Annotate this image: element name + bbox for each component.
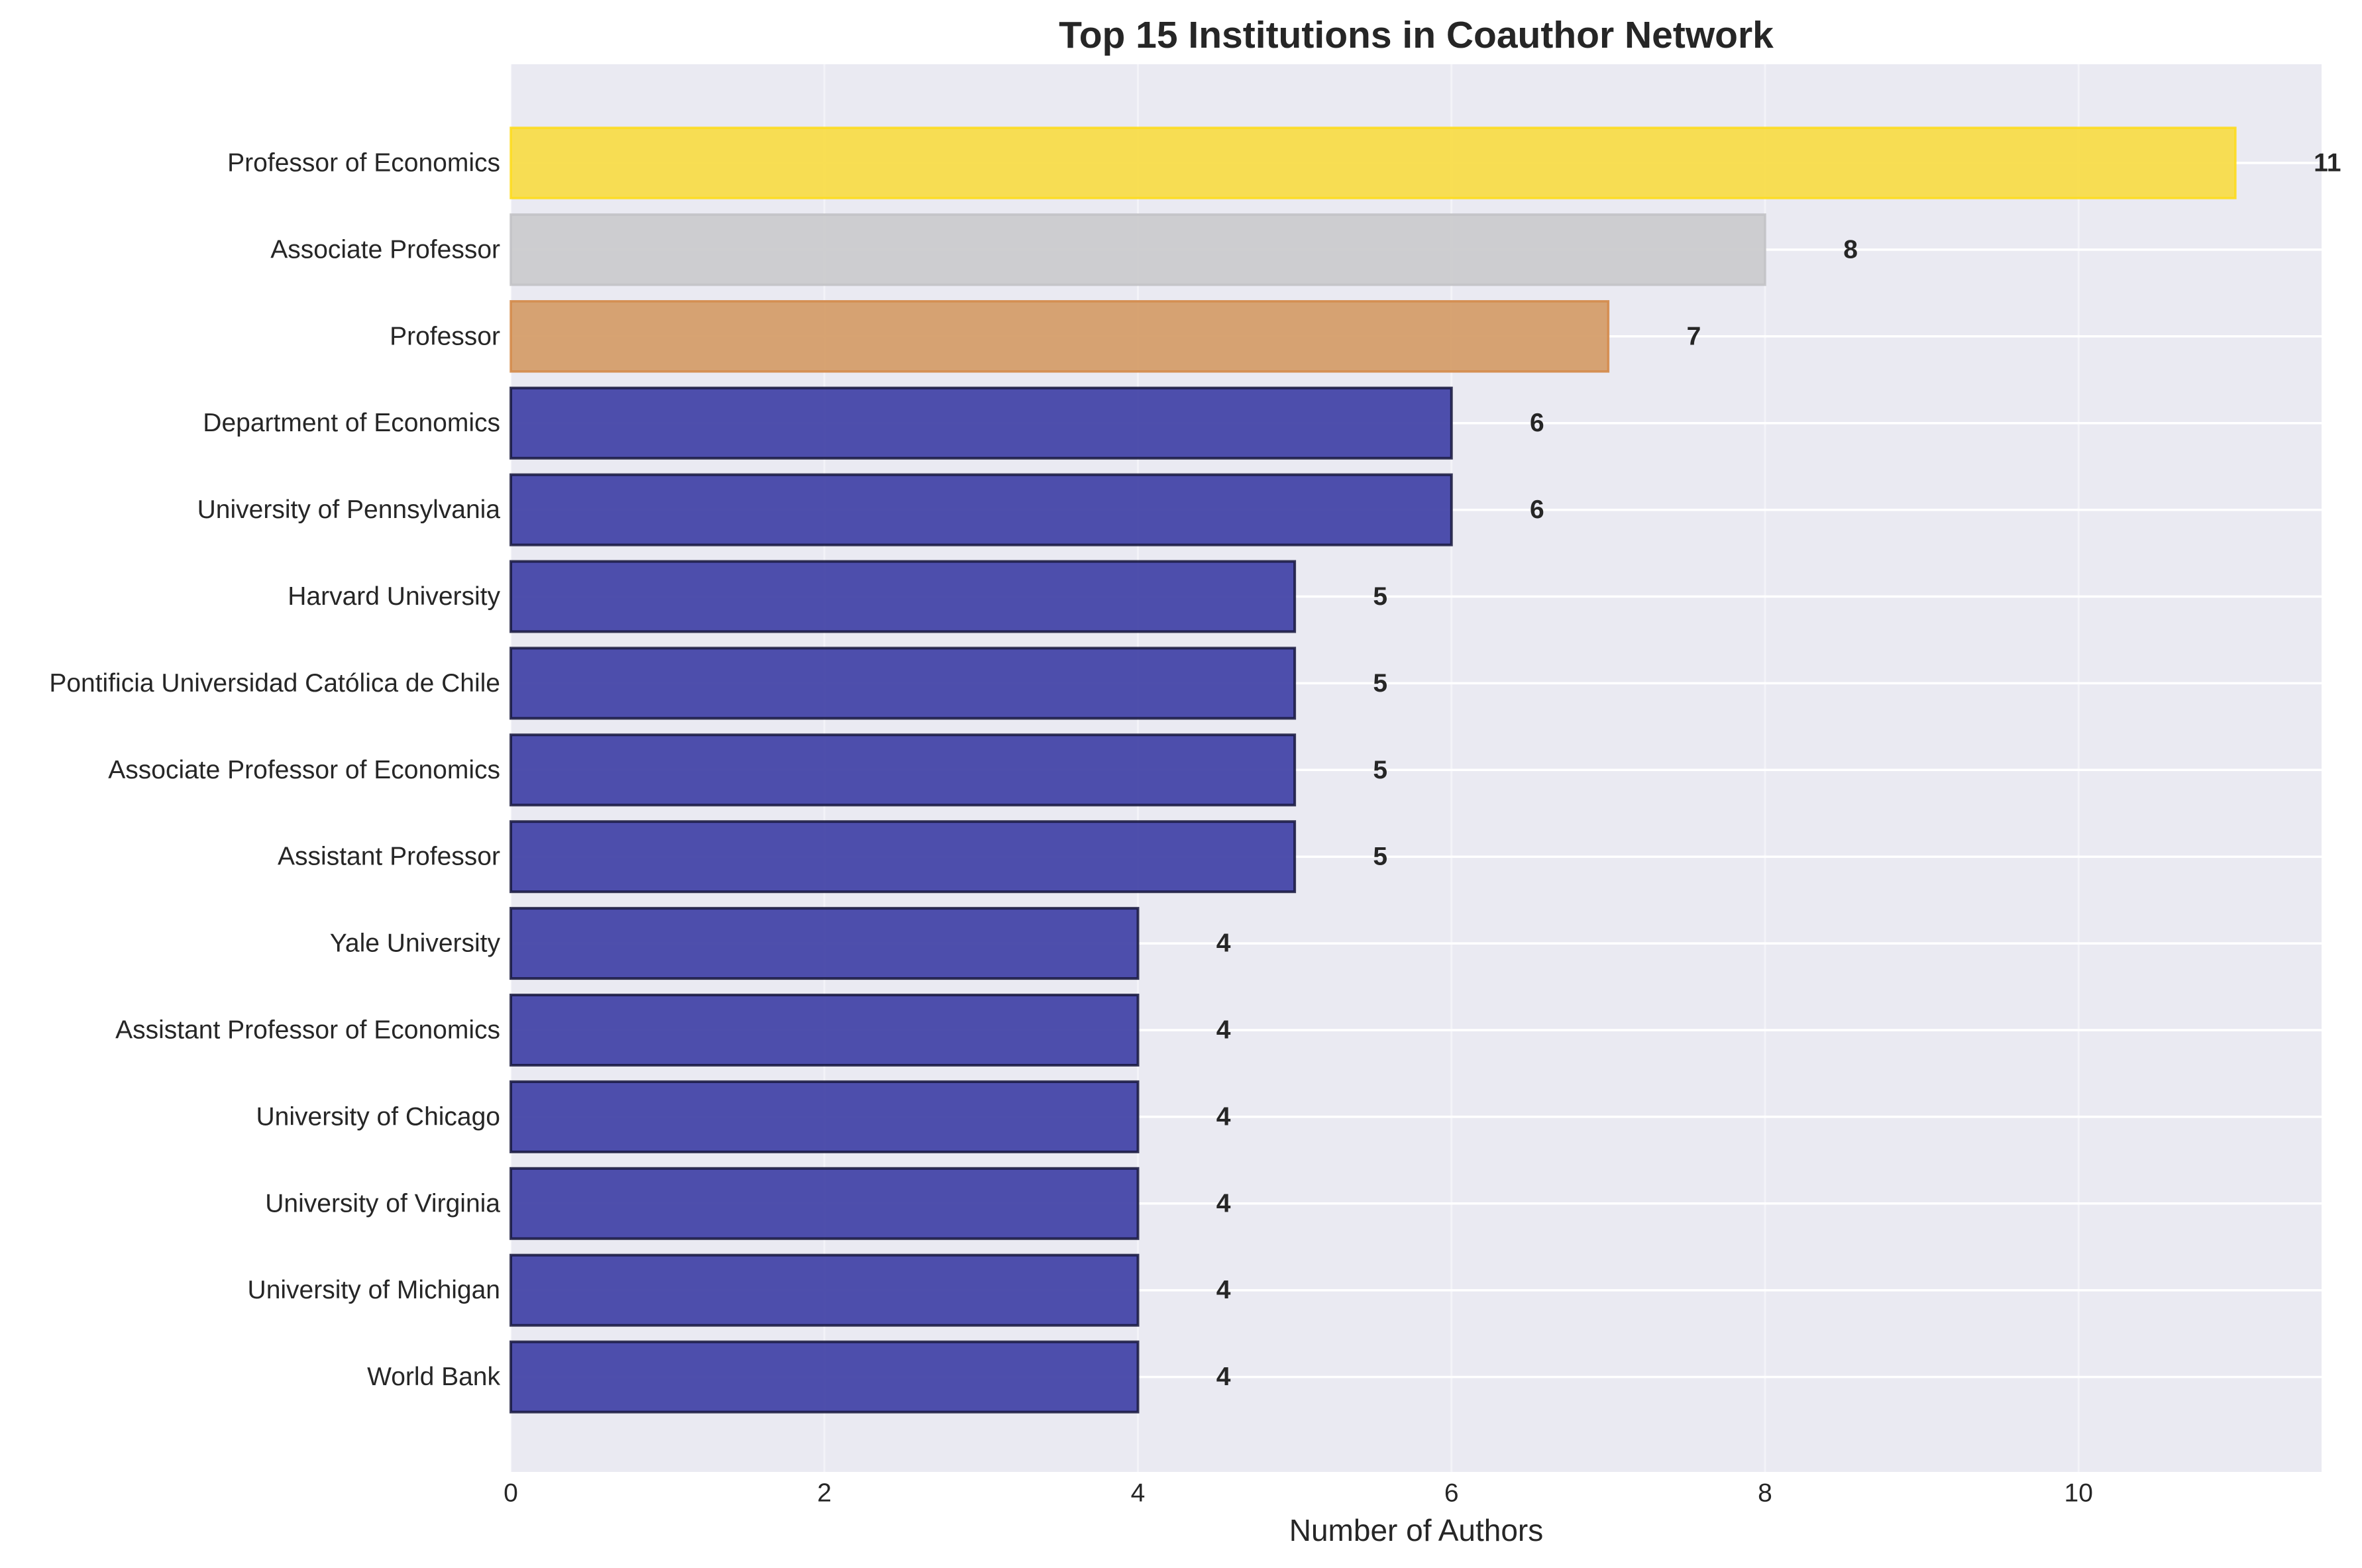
- bar-1: [510, 127, 2237, 199]
- y-tick-label: Assistant Professor: [278, 843, 500, 871]
- value-label: 5: [1373, 756, 1387, 784]
- y-tick-label: University of Chicago: [256, 1102, 500, 1131]
- bar-14: [510, 1253, 1140, 1327]
- y-tick-label: World Bank: [367, 1363, 500, 1391]
- y-tick-label: University of Virginia: [265, 1189, 500, 1218]
- value-label: 4: [1216, 1363, 1231, 1391]
- value-label: 5: [1373, 843, 1387, 871]
- y-tick-label: Harvard University: [288, 582, 500, 611]
- bars: [510, 127, 2237, 1414]
- x-tick-label: 2: [817, 1479, 832, 1508]
- x-tick-label: 0: [504, 1479, 518, 1508]
- y-tick-label: Professor: [390, 322, 500, 350]
- bar-6: [510, 560, 1297, 633]
- y-tick-label: University of Pennsylvania: [197, 496, 501, 524]
- y-tick-label: Assistant Professor of Economics: [115, 1016, 500, 1045]
- value-label: 6: [1530, 496, 1544, 524]
- value-label: 5: [1373, 669, 1387, 698]
- bar-2: [510, 213, 1766, 286]
- x-tick-label: 10: [2065, 1479, 2093, 1508]
- chart-title: Top 15 Institutions in Coauthor Network: [1059, 14, 1774, 56]
- value-label: 4: [1216, 1016, 1231, 1045]
- bar-5: [510, 473, 1453, 547]
- bar-3: [510, 300, 1610, 373]
- bar-12: [510, 1080, 1140, 1153]
- value-label: 7: [1687, 322, 1701, 350]
- value-label: 4: [1216, 1102, 1231, 1131]
- y-tick-label: Pontificia Universidad Católica de Chile: [49, 669, 500, 698]
- y-tick-label: Department of Economics: [203, 409, 500, 437]
- bar-15: [510, 1340, 1140, 1414]
- x-axis-tick-labels: 0 2 4 6 8 10: [504, 1479, 2093, 1508]
- value-label: 6: [1530, 409, 1544, 437]
- value-label: 11: [2314, 149, 2341, 178]
- y-tick-label: Associate Professor of Economics: [108, 756, 500, 784]
- value-label: 4: [1216, 1189, 1231, 1218]
- y-axis-tick-labels: Professor of Economics Associate Professo…: [49, 149, 500, 1392]
- bar-13: [510, 1167, 1140, 1240]
- y-tick-label: Professor of Economics: [227, 149, 500, 178]
- value-labels: 11 8 7 6 6 5 5 5 5 4 4 4 4 4 4: [1216, 149, 2341, 1392]
- y-tick-label: Yale University: [330, 929, 501, 958]
- bar-8: [510, 733, 1297, 807]
- value-label: 4: [1216, 929, 1231, 958]
- x-tick-label: 4: [1131, 1479, 1146, 1508]
- x-tick-label: 8: [1758, 1479, 1772, 1508]
- y-tick-label: University of Michigan: [248, 1276, 500, 1304]
- bar-7: [510, 647, 1297, 720]
- x-tick-label: 6: [1444, 1479, 1459, 1508]
- y-tick-label: Associate Professor: [270, 235, 500, 264]
- bar-11: [510, 994, 1140, 1067]
- bar-10: [510, 907, 1140, 980]
- bar-9: [510, 820, 1297, 894]
- value-label: 8: [1843, 235, 1858, 264]
- value-label: 4: [1216, 1276, 1231, 1304]
- bar-4: [510, 386, 1453, 460]
- x-axis-label: Number of Authors: [1289, 1513, 1544, 1547]
- value-label: 5: [1373, 582, 1387, 611]
